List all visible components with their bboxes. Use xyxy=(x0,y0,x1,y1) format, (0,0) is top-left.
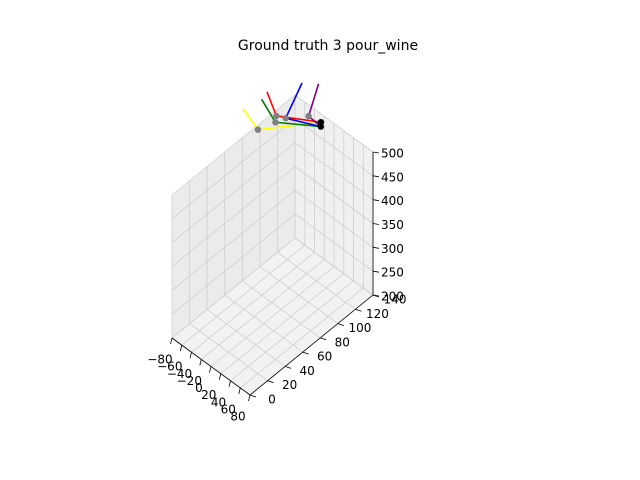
y-tick-mark xyxy=(284,366,292,369)
x-tick-mark xyxy=(209,366,212,373)
grid-line xyxy=(294,94,374,153)
plot-area xyxy=(242,82,325,133)
chart-title: Ground truth 3 pour_wine xyxy=(238,38,418,54)
z-tick-mark xyxy=(372,246,380,249)
z-tick-label: 350 xyxy=(381,218,404,232)
x-tick-mark xyxy=(238,387,241,394)
grid-line xyxy=(294,142,374,201)
y-tick-mark xyxy=(267,380,274,384)
grid-line xyxy=(171,237,296,339)
x-tick-label: 40 xyxy=(211,395,226,409)
z-tick-label: 500 xyxy=(381,147,404,161)
y-tick-mark xyxy=(337,323,345,326)
grid-line xyxy=(220,273,345,374)
y-tick-label: 20 xyxy=(282,378,297,392)
z-tick-mark xyxy=(372,151,380,154)
grid-line xyxy=(240,287,364,389)
z-tick-mark xyxy=(372,175,380,178)
grid-line xyxy=(210,266,335,367)
y-tick-label: 0 xyxy=(268,393,276,407)
grid-line xyxy=(294,118,374,177)
grid-line xyxy=(294,213,374,272)
x-tick-label: −40 xyxy=(167,367,192,381)
grid-line xyxy=(224,294,303,353)
grid-line xyxy=(242,280,321,339)
z-tick-label: 450 xyxy=(381,170,404,184)
grid-line xyxy=(206,309,286,367)
grid-line xyxy=(259,266,339,324)
x-tick-mark xyxy=(189,352,192,359)
y-tick-label: 120 xyxy=(366,307,389,321)
tick-labels: −80−60−40−200204060800204060801001201402… xyxy=(147,147,406,424)
grid-line xyxy=(189,323,268,382)
y-tick-mark xyxy=(355,308,362,312)
x-tick-mark xyxy=(218,373,222,380)
z-tick-label: 200 xyxy=(381,290,404,304)
x-tick-label: −20 xyxy=(177,374,202,388)
y-tick-label: 100 xyxy=(348,321,371,335)
joint-point-5 xyxy=(272,119,279,126)
z-tick-mark xyxy=(372,270,380,273)
joint-point-7 xyxy=(305,112,312,120)
z-tick-mark xyxy=(372,294,380,297)
z-tick-mark xyxy=(372,223,380,225)
z-tick-label: 300 xyxy=(381,242,404,256)
grid-line xyxy=(181,244,306,346)
x-tick-label: 20 xyxy=(201,388,216,402)
x-tick-label: 80 xyxy=(230,410,245,424)
y-tick-label: 60 xyxy=(317,350,332,364)
joint-point-2 xyxy=(317,123,324,130)
grid-line xyxy=(171,166,296,267)
axes-panes xyxy=(172,95,373,395)
x-tick-label: 0 xyxy=(195,381,203,395)
joint-point-6 xyxy=(282,115,289,122)
grid-line xyxy=(191,251,315,353)
grid-line xyxy=(171,142,296,244)
x-tick-label: −80 xyxy=(147,353,172,367)
y-tick-mark xyxy=(320,337,327,341)
joint-point-4 xyxy=(273,112,280,120)
y-tick-label: 140 xyxy=(384,293,407,307)
y-tick-label: 80 xyxy=(335,335,350,349)
x-tick-mark xyxy=(228,380,231,387)
grid-line xyxy=(171,213,296,315)
joint-point-3 xyxy=(254,126,262,133)
x-tick-mark xyxy=(170,337,173,345)
grid-line xyxy=(294,189,374,248)
grid-line xyxy=(201,259,325,360)
x-tick-mark xyxy=(199,359,202,366)
grid-line xyxy=(171,118,296,220)
y-tick-label: 40 xyxy=(299,364,314,378)
grid-line xyxy=(171,189,296,291)
x-tick-mark xyxy=(179,345,183,352)
x-tick-label: −60 xyxy=(157,360,182,374)
z-tick-label: 250 xyxy=(381,266,404,280)
y-tick-mark xyxy=(249,394,257,398)
y-axis-line xyxy=(249,294,374,396)
x-tick-label: 60 xyxy=(221,402,236,416)
grid-line xyxy=(277,251,356,310)
y-tick-mark xyxy=(302,351,309,355)
z-tick-mark xyxy=(372,199,380,202)
z-tick-label: 400 xyxy=(381,194,404,208)
x-tick-mark xyxy=(248,394,251,402)
grid-line xyxy=(294,237,374,296)
grid-line xyxy=(230,280,354,382)
grid-line xyxy=(294,166,374,224)
